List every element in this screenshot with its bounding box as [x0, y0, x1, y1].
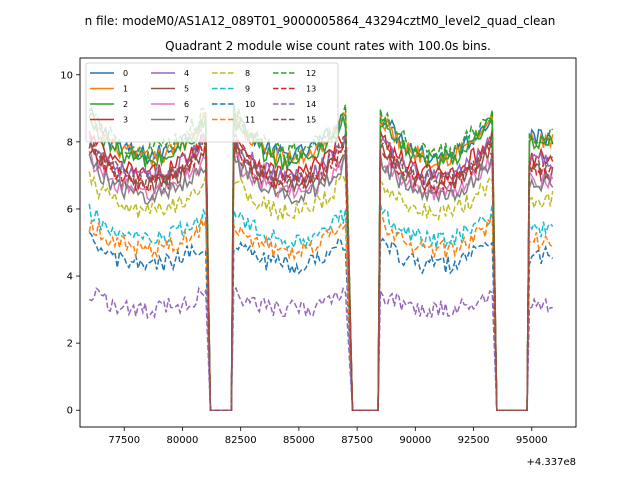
x-tick-label: 90000 [399, 435, 431, 446]
y-tick-label: 2 [67, 339, 73, 350]
series-line-9 [88, 203, 554, 411]
legend-label-2: 2 [123, 100, 128, 109]
series-line-14 [88, 286, 553, 411]
legend-label-0: 0 [123, 69, 128, 78]
x-offset-label: +4.337e8 [526, 457, 576, 468]
x-tick-label: 95000 [516, 435, 548, 446]
y-tick-label: 10 [60, 70, 73, 81]
plot-frame [79, 57, 577, 428]
series-line-11 [88, 211, 554, 411]
x-tick-label: 80000 [167, 435, 199, 446]
legend-label-5: 5 [184, 85, 189, 94]
y-axis: 0 2 4 6 8 10 [60, 70, 80, 417]
x-tick-label: 92500 [458, 435, 490, 446]
legend-label-4: 4 [184, 69, 189, 78]
legend-label-8: 8 [245, 69, 250, 78]
series-line-10 [88, 231, 554, 411]
legend-label-6: 6 [184, 100, 189, 109]
x-axis: 77500 80000 82500 85000 87500 90000 92500 95000 [108, 427, 548, 446]
series-line-2 [88, 115, 554, 411]
series-line-7 [88, 152, 554, 411]
y-tick-label: 8 [67, 137, 73, 148]
legend-frame [85, 62, 339, 143]
y-tick-label: 4 [67, 272, 73, 283]
legend-label-13: 13 [306, 85, 316, 94]
legend-label-3: 3 [123, 116, 128, 125]
figure-suptitle: n file: modeM0/AS1A12_089T01_9000005864_… [85, 14, 556, 28]
x-tick-label: 82500 [225, 435, 257, 446]
x-tick-label: 85000 [283, 435, 315, 446]
legend-label-7: 7 [184, 116, 189, 125]
legend-label-10: 10 [245, 100, 255, 109]
legend-label-12: 12 [306, 69, 316, 78]
axes-title: Quadrant 2 module wise count rates with … [165, 39, 491, 53]
legend-label-1: 1 [123, 85, 128, 94]
x-tick-label: 77500 [108, 435, 140, 446]
y-tick-label: 6 [67, 204, 73, 215]
legend-label-15: 15 [306, 116, 316, 125]
legend-label-9: 9 [245, 85, 250, 94]
legend-label-11: 11 [245, 116, 255, 125]
legend-label-14: 14 [306, 100, 316, 109]
series-layer [88, 103, 554, 411]
y-tick-label: 0 [67, 406, 73, 417]
series-line-8 [88, 171, 554, 411]
x-tick-label: 87500 [341, 435, 373, 446]
series-line-15 [88, 134, 553, 411]
